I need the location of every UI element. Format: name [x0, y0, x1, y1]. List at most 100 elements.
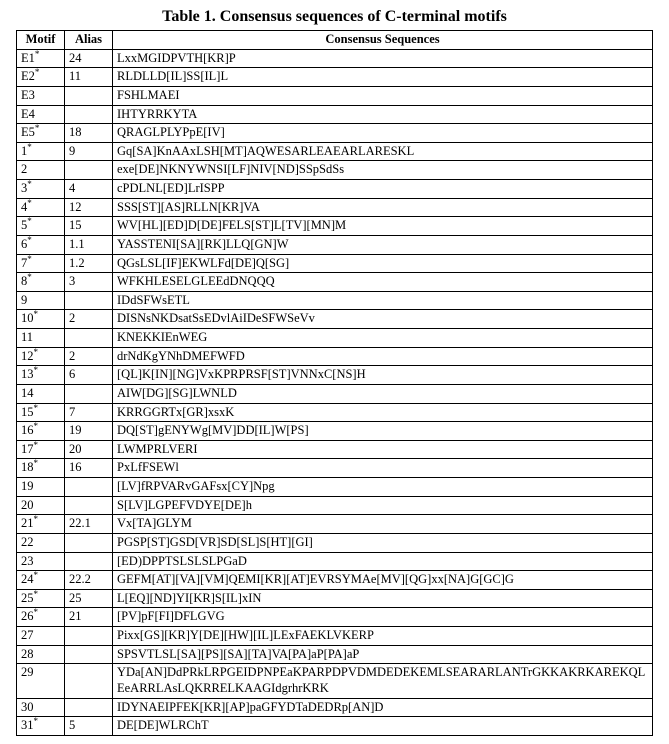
cell-sequence: drNdKgYNhDMEFWFD — [113, 347, 653, 366]
cell-alias: 4 — [65, 180, 113, 199]
star-icon: * — [34, 440, 39, 450]
cell-motif: 14 — [17, 384, 65, 403]
table-row: 29 YDa[AN]DdPRkLRPGEIDPNPEaKPARPDPVDMDEDE… — [17, 664, 653, 698]
cell-sequence: QRAGLPLYPpE[IV] — [113, 124, 653, 143]
star-icon: * — [34, 514, 39, 524]
star-icon: * — [35, 123, 40, 133]
cell-alias — [65, 161, 113, 180]
motif-label: 26 — [21, 609, 34, 623]
cell-motif: E4 — [17, 105, 65, 124]
table-row: 20S[LV]LGPEFVDYE[DE]h — [17, 496, 653, 515]
star-icon: * — [34, 365, 39, 375]
cell-alias: 24 — [65, 49, 113, 68]
cell-motif: 15* — [17, 403, 65, 422]
cell-alias: 20 — [65, 440, 113, 459]
motif-label: E1 — [21, 51, 35, 65]
cell-motif: 13* — [17, 366, 65, 385]
table-row: 10*2DISNsNKDsatSsEDvlAiIDeSFWSeVv — [17, 310, 653, 329]
table-row: 31*5DE[DE]WLRChT — [17, 717, 653, 736]
table-row: 9IDdSFWsETL — [17, 291, 653, 310]
cell-alias: 1.1 — [65, 235, 113, 254]
cell-motif: 6* — [17, 235, 65, 254]
star-icon: * — [27, 142, 32, 152]
motif-label: 10 — [21, 311, 34, 325]
cell-motif: 7* — [17, 254, 65, 273]
star-icon: * — [27, 235, 32, 245]
cell-sequence: [PV]pF[FI]DFLGVG — [113, 608, 653, 627]
star-icon: * — [34, 589, 39, 599]
cell-alias: 18 — [65, 124, 113, 143]
cell-motif: 11 — [17, 329, 65, 348]
cell-sequence: YDa[AN]DdPRkLRPGEIDPNPEaKPARPDPVDMDEDEKE… — [113, 664, 653, 698]
cell-motif: 1* — [17, 142, 65, 161]
table-row: 19[LV]fRPVARvGAFsx[CY]Npg — [17, 478, 653, 497]
cell-alias: 1.2 — [65, 254, 113, 273]
cell-alias: 7 — [65, 403, 113, 422]
cell-sequence: [QL]K[IN][NG]VxKPRPRSF[ST]VNNxC[NS]H — [113, 366, 653, 385]
table-row: 15*7KRRGGRTx[GR]xsxK — [17, 403, 653, 422]
cell-motif: 3* — [17, 180, 65, 199]
cell-alias — [65, 496, 113, 515]
table-row: E5* 18QRAGLPLYPpE[IV] — [17, 124, 653, 143]
motif-label: 13 — [21, 367, 34, 381]
cell-sequence: LxxMGIDPVTH[KR]P — [113, 49, 653, 68]
star-icon: * — [35, 67, 40, 77]
table-row: E4 IHTYRRKYTA — [17, 105, 653, 124]
motif-label: 17 — [21, 442, 34, 456]
cell-motif: 29 — [17, 664, 65, 698]
motif-label: 25 — [21, 591, 34, 605]
table-row: 8*3WFKHLESELGLEEdDNQQQ — [17, 273, 653, 292]
motif-label: 12 — [21, 349, 34, 363]
cell-alias — [65, 384, 113, 403]
header-seq: Consensus Sequences — [113, 31, 653, 50]
table-row: 4*12SSS[ST][AS]RLLN[KR]VA — [17, 198, 653, 217]
cell-sequence: Gq[SA]KnAAxLSH[MT]AQWESARLEAEARLARESKL — [113, 142, 653, 161]
star-icon: * — [34, 309, 39, 319]
star-icon: * — [35, 48, 40, 58]
cell-sequence: SPSVTLSL[SA][PS][SA][TA]VA[PA]aP[PA]aP — [113, 645, 653, 664]
table-header-row: Motif Alias Consensus Sequences — [17, 31, 653, 50]
star-icon: * — [27, 253, 32, 263]
table-row: 30IDYNAEIPFEK[KR][AP]paGFYDTaDEDRp[AN]D — [17, 698, 653, 717]
cell-alias: 5 — [65, 717, 113, 736]
cell-alias — [65, 105, 113, 124]
cell-motif: 31* — [17, 717, 65, 736]
cell-motif: 2 — [17, 161, 65, 180]
motif-table: Motif Alias Consensus Sequences E1*24Lxx… — [16, 30, 653, 736]
cell-motif: E2* — [17, 68, 65, 87]
star-icon: * — [34, 421, 39, 431]
cell-sequence: YASSTENI[SA][RK]LLQ[GN]W — [113, 235, 653, 254]
cell-sequence: IHTYRRKYTA — [113, 105, 653, 124]
cell-alias — [65, 329, 113, 348]
star-icon: * — [34, 570, 39, 580]
cell-motif: 10* — [17, 310, 65, 329]
cell-alias — [65, 478, 113, 497]
cell-sequence: AIW[DG][SG]LWNLD — [113, 384, 653, 403]
cell-motif: 25* — [17, 589, 65, 608]
cell-alias: 22.2 — [65, 571, 113, 590]
motif-label: 16 — [21, 423, 34, 437]
cell-alias — [65, 698, 113, 717]
motif-label: E5 — [21, 125, 35, 139]
cell-sequence: Vx[TA]GLYM — [113, 515, 653, 534]
cell-alias — [65, 645, 113, 664]
cell-sequence: PxLfFSEWl — [113, 459, 653, 478]
header-motif: Motif — [17, 31, 65, 50]
cell-motif: 4* — [17, 198, 65, 217]
cell-alias: 19 — [65, 422, 113, 441]
table-row: 23[ED)DPPTSLSLSLPGaD — [17, 552, 653, 571]
cell-alias — [65, 533, 113, 552]
star-icon: * — [34, 402, 39, 412]
cell-alias: 11 — [65, 68, 113, 87]
cell-sequence: S[LV]LGPEFVDYE[DE]h — [113, 496, 653, 515]
table-row: 17*20LWMPRLVERI — [17, 440, 653, 459]
star-icon: * — [34, 607, 39, 617]
cell-sequence: FSHLMAEI — [113, 86, 653, 105]
cell-alias: 25 — [65, 589, 113, 608]
cell-sequence: RLDLLD[IL]SS[IL]L — [113, 68, 653, 87]
table-row: 26*21[PV]pF[FI]DFLGVG — [17, 608, 653, 627]
star-icon: * — [27, 197, 32, 207]
cell-sequence: cPDLNL[ED]LrISPP — [113, 180, 653, 199]
cell-motif: 27 — [17, 627, 65, 646]
cell-motif: 21* — [17, 515, 65, 534]
